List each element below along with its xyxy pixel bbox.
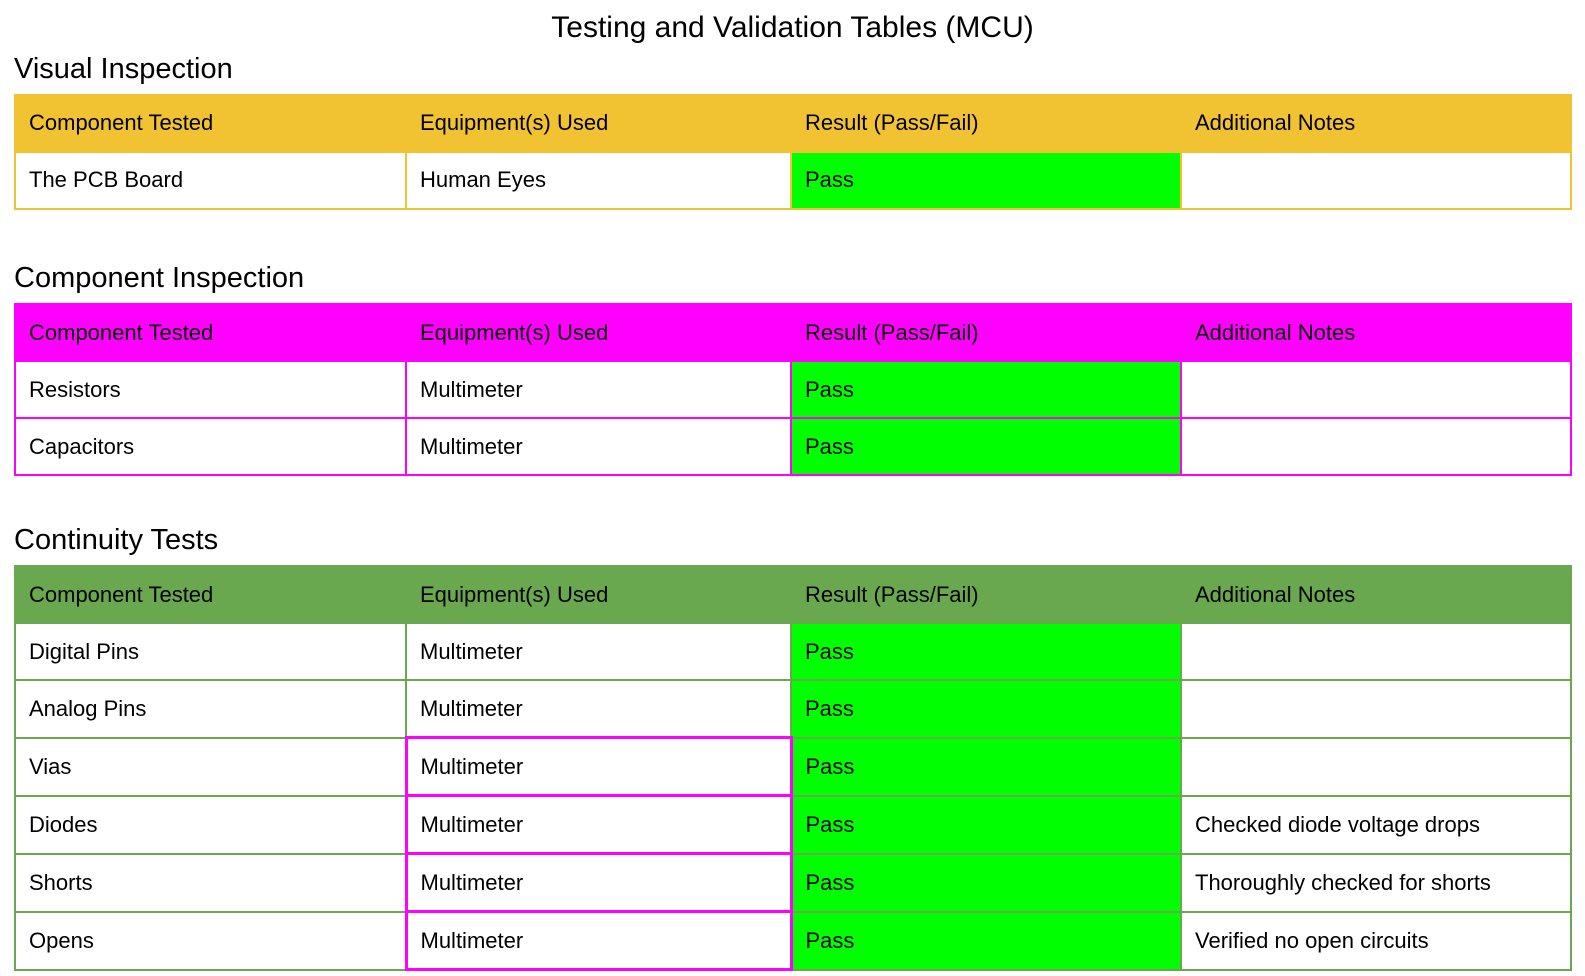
section-continuity-tests: Continuity Tests Component Tested Equipm… — [0, 522, 1585, 972]
table-row: Diodes Multimeter Pass Checked diode vol… — [14, 794, 1572, 856]
cell-component: Analog Pins — [14, 679, 407, 739]
column-header-result: Result (Pass/Fail) — [790, 303, 1182, 362]
column-header-component-tested: Component Tested — [14, 303, 407, 362]
cell-equipment: Human Eyes — [405, 150, 792, 210]
cell-component: Opens — [14, 910, 407, 971]
column-header-result: Result (Pass/Fail) — [790, 93, 1182, 153]
result-pass-cell: Pass — [790, 910, 1182, 971]
cell-notes — [1180, 679, 1572, 739]
section-heading-visual-inspection: Visual Inspection — [14, 52, 233, 85]
cell-notes: Thoroughly checked for shorts — [1180, 852, 1572, 913]
section-heading-continuity-tests: Continuity Tests — [14, 524, 219, 556]
cell-notes — [1180, 736, 1572, 797]
header-row: Component Tested Equipment(s) Used Resul… — [14, 93, 1572, 153]
table-row: The PCB Board Human Eyes Pass — [14, 150, 1572, 210]
cell-notes — [1180, 150, 1572, 210]
column-header-equipment-used: Equipment(s) Used — [405, 93, 792, 153]
result-pass-cell: Pass — [790, 736, 1182, 797]
cell-equipment: Multimeter — [405, 622, 792, 682]
column-header-additional-notes: Additional Notes — [1180, 303, 1572, 362]
table-row: Digital Pins Multimeter Pass — [14, 622, 1572, 682]
continuity-tests-table: Component Tested Equipment(s) Used Resul… — [14, 565, 1572, 972]
result-pass-cell: Pass — [790, 622, 1182, 682]
cell-equipment: Multimeter — [404, 910, 793, 972]
cell-equipment: Multimeter — [405, 417, 792, 476]
table-row: Analog Pins Multimeter Pass — [14, 679, 1572, 739]
table-row: Opens Multimeter Pass Verified no open c… — [14, 910, 1572, 972]
cell-equipment: Multimeter — [404, 736, 793, 798]
table-row: Shorts Multimeter Pass Thoroughly checke… — [14, 852, 1572, 914]
result-pass-cell: Pass — [790, 679, 1182, 739]
cell-notes — [1180, 417, 1572, 476]
cell-equipment: Multimeter — [404, 852, 793, 914]
result-pass-cell: Pass — [790, 150, 1182, 210]
header-row: Component Tested Equipment(s) Used Resul… — [14, 565, 1572, 625]
cell-notes — [1180, 622, 1572, 682]
cell-component: Diodes — [14, 794, 407, 855]
cell-equipment: Multimeter — [405, 360, 792, 419]
cell-component: Digital Pins — [14, 622, 407, 682]
table-row: Capacitors Multimeter Pass — [14, 417, 1572, 476]
visual-inspection-table: Component Tested Equipment(s) Used Resul… — [14, 93, 1572, 210]
result-pass-cell: Pass — [790, 852, 1182, 913]
column-header-result: Result (Pass/Fail) — [790, 565, 1182, 625]
cell-component: Resistors — [14, 360, 407, 419]
table-row: Vias Multimeter Pass — [14, 736, 1572, 798]
column-header-component-tested: Component Tested — [14, 93, 407, 153]
cell-component: Capacitors — [14, 417, 407, 476]
cell-component: Vias — [14, 736, 407, 797]
cell-notes — [1180, 360, 1572, 419]
cell-notes: Verified no open circuits — [1180, 910, 1572, 971]
column-header-equipment-used: Equipment(s) Used — [405, 565, 792, 625]
result-pass-cell: Pass — [790, 360, 1182, 419]
cell-notes: Checked diode voltage drops — [1180, 794, 1572, 855]
result-pass-cell: Pass — [790, 794, 1182, 855]
cell-component: The PCB Board — [14, 150, 407, 210]
section-visual-inspection: Visual Inspection Component Tested Equip… — [0, 51, 1585, 210]
section-heading-component-inspection: Component Inspection — [14, 261, 305, 294]
component-inspection-table: Component Tested Equipment(s) Used Resul… — [14, 303, 1572, 476]
page-title: Testing and Validation Tables (MCU) — [551, 11, 1034, 44]
column-header-additional-notes: Additional Notes — [1180, 565, 1572, 625]
column-header-component-tested: Component Tested — [14, 565, 407, 625]
column-header-additional-notes: Additional Notes — [1180, 93, 1572, 153]
section-component-inspection: Component Inspection Component Tested Eq… — [0, 260, 1585, 476]
cell-component: Shorts — [14, 852, 407, 913]
header-row: Component Tested Equipment(s) Used Resul… — [14, 303, 1572, 362]
column-header-equipment-used: Equipment(s) Used — [405, 303, 792, 362]
table-row: Resistors Multimeter Pass — [14, 360, 1572, 419]
result-pass-cell: Pass — [790, 417, 1182, 476]
cell-equipment: Multimeter — [405, 679, 792, 739]
cell-equipment: Multimeter — [404, 794, 793, 856]
